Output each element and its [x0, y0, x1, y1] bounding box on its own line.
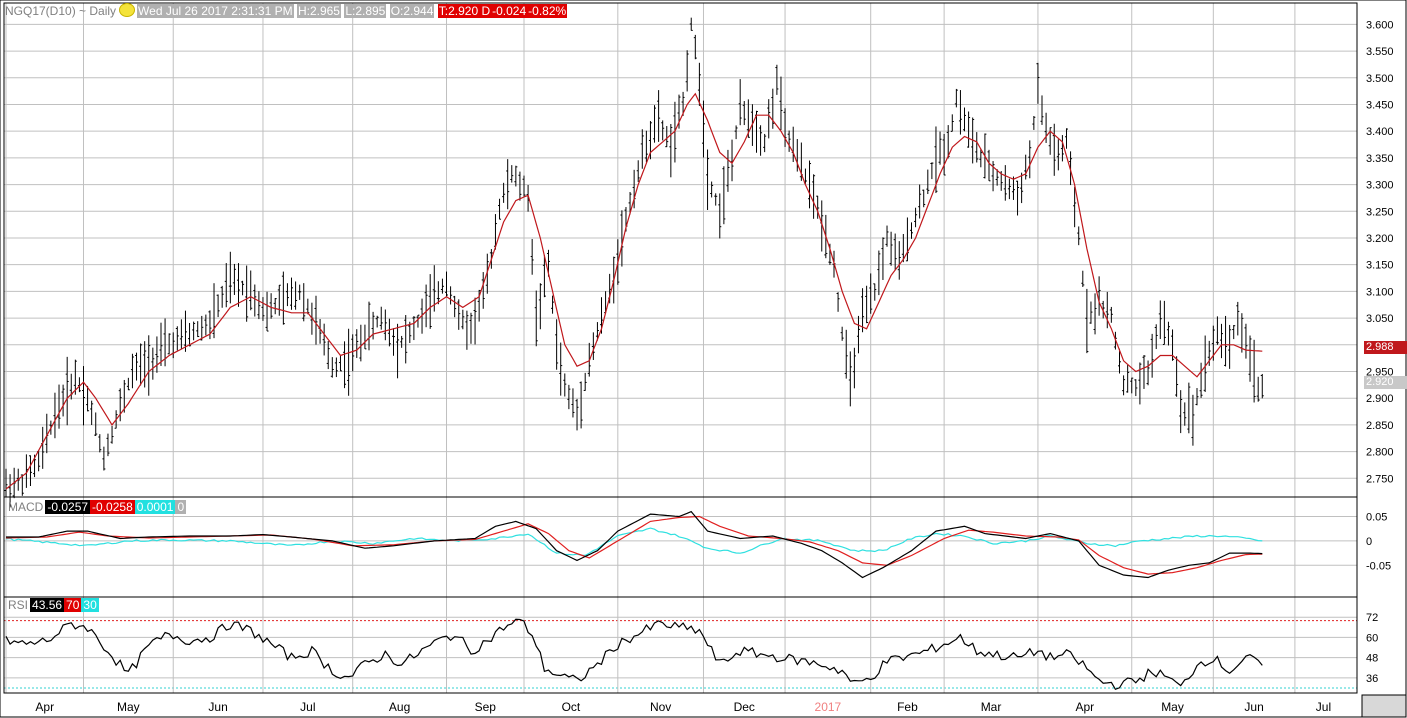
price-tick-label: 2.950	[1366, 366, 1394, 378]
macd-legend: MACD -0.0257 -0.0258 0.0001 0	[6, 500, 187, 514]
price-tick-label: 3.550	[1366, 46, 1394, 58]
grid-lines	[4, 3, 1357, 693]
month-label: May	[117, 700, 140, 714]
chart-header: NGQ17(D10) ~ Daily Wed Jul 26 2017 2:31:3…	[4, 3, 568, 18]
price-tick-label: 3.200	[1366, 233, 1394, 245]
month-label: Jun	[208, 700, 227, 714]
price-tick-label: 2.900	[1366, 393, 1394, 405]
macd-hist-series	[5, 527, 1263, 557]
axis-labels: 3.600 3.550 3.500 3.450 3.400 3.350 3.300 3.250…	[35, 19, 1393, 714]
month-label: Oct	[562, 700, 581, 714]
price-tick-label: 3.600	[1366, 19, 1394, 31]
month-label: Apr	[1075, 700, 1094, 714]
change-label: -0.024	[491, 4, 528, 18]
price-tick-label: 3.400	[1366, 126, 1394, 138]
macd-tick-label: -0.05	[1366, 560, 1391, 572]
month-label: Jun	[1244, 700, 1263, 714]
rsi-legend: RSI 43.56 70 30	[6, 598, 99, 612]
rsi-tick-label: 72	[1366, 612, 1378, 624]
macd-tick-label: 0.05	[1366, 512, 1387, 524]
rsi-tick-label: 36	[1366, 673, 1378, 685]
rsi-upper: 70	[64, 598, 82, 612]
macd-lines	[5, 510, 1263, 579]
signal-value: -0.0258	[90, 500, 135, 514]
last-price-tag: 2.920	[1364, 376, 1407, 389]
price-tick-label: 3.050	[1366, 313, 1394, 325]
rsi-title: RSI	[8, 598, 29, 612]
macd-series	[6, 510, 1263, 579]
price-tick-label: 2.850	[1366, 420, 1394, 432]
ma-price-tag: 2.988	[1364, 341, 1407, 354]
price-tick-label: 3.100	[1366, 286, 1394, 298]
month-label: Nov	[650, 700, 671, 714]
macd-title: MACD	[8, 500, 44, 514]
rsi-line	[5, 618, 1263, 691]
month-label: Mar	[981, 700, 1002, 714]
price-tick-label: 3.450	[1366, 99, 1394, 111]
month-label: May	[1161, 700, 1184, 714]
change-pct-label: -0.82%	[527, 4, 568, 18]
zero-value: 0	[175, 500, 187, 514]
corner-box	[1361, 694, 1407, 718]
low-label: L:2.895	[344, 4, 387, 18]
moving-average-line	[5, 92, 1263, 490]
high-label: H:2.965	[296, 4, 341, 18]
rsi-tick-label: 48	[1366, 653, 1378, 665]
month-label: Jul	[1316, 700, 1331, 714]
month-label: Jul	[300, 700, 315, 714]
month-label: Feb	[897, 700, 918, 714]
price-bars	[4, 17, 1264, 508]
rsi-tick-label: 60	[1366, 632, 1378, 644]
rsi-lower: 30	[81, 598, 99, 612]
clock-icon	[119, 3, 136, 17]
ma-series	[5, 92, 1263, 490]
rsi-value: 43.56	[30, 598, 65, 612]
price-tick-label: 2.800	[1366, 447, 1394, 459]
macd-value: -0.0257	[45, 500, 91, 514]
price-tick-label: 3.500	[1366, 73, 1394, 85]
price-tick-label: 3.350	[1366, 153, 1394, 165]
month-label: 2017	[815, 700, 842, 714]
month-label: Sep	[475, 700, 497, 714]
last-label: T:2.920 D	[437, 4, 492, 18]
price-tick-label: 3.300	[1366, 180, 1394, 192]
rsi-series	[5, 618, 1263, 691]
symbol-label: NGQ17(D10) ~ Daily	[5, 4, 117, 18]
plot-border	[3, 2, 1358, 694]
hist-value: 0.0001	[134, 500, 176, 514]
open-label: O:2.944	[389, 4, 435, 18]
price-tick-label: 2.750	[1366, 473, 1394, 485]
datetime-label: Wed Jul 26 2017 2:31:31 PM	[137, 4, 294, 18]
price-tick-label: 3.150	[1366, 260, 1394, 272]
price-tick-label: 3.250	[1366, 206, 1394, 218]
month-label: Dec	[734, 700, 755, 714]
month-label: Aug	[389, 700, 410, 714]
macd-tick-label: 0	[1366, 536, 1372, 548]
month-label: Apr	[35, 700, 54, 714]
